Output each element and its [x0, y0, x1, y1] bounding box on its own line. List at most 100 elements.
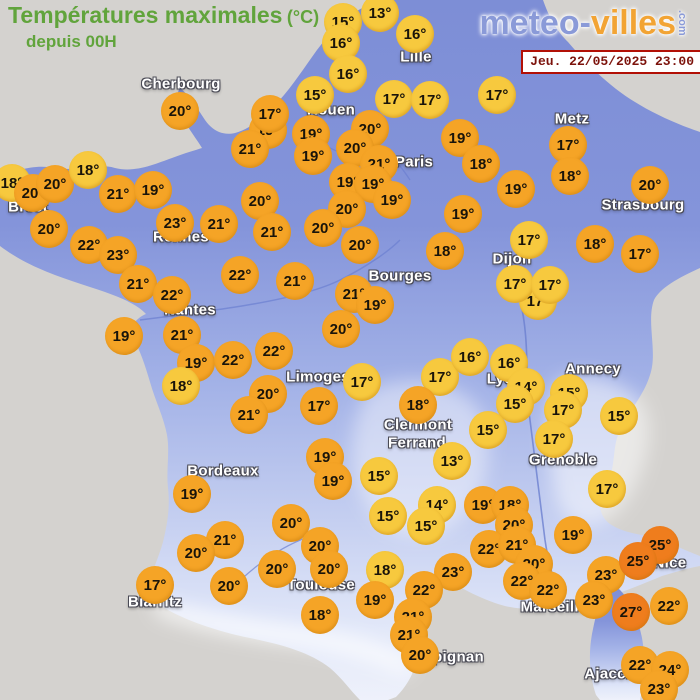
temp-bubble[interactable]: 19°: [441, 119, 479, 157]
temp-bubble[interactable]: 21°: [119, 265, 157, 303]
temp-bubble[interactable]: 21°: [200, 205, 238, 243]
temp-bubble[interactable]: 18°: [551, 157, 589, 195]
temp-bubble[interactable]: 20°: [161, 92, 199, 130]
city-label-bourges[interactable]: Bourges: [368, 267, 432, 285]
temp-bubble[interactable]: 17°: [411, 81, 449, 119]
temp-bubble[interactable]: 18°: [399, 386, 437, 424]
temp-bubble[interactable]: 17°: [531, 266, 569, 304]
temp-bubble[interactable]: 22°: [255, 332, 293, 370]
city-label-metz[interactable]: Metz: [554, 110, 590, 128]
temp-bubble[interactable]: 20°: [258, 550, 296, 588]
temp-bubble[interactable]: 19°: [294, 137, 332, 175]
temp-bubble[interactable]: 16°: [451, 338, 489, 376]
temp-bubble[interactable]: 19°: [356, 286, 394, 324]
temp-bubble[interactable]: 18°: [366, 551, 404, 589]
temp-bubble[interactable]: 15°: [496, 385, 534, 423]
temp-bubble[interactable]: 23°: [575, 581, 613, 619]
temp-bubble[interactable]: 20°: [177, 534, 215, 572]
temp-bubble[interactable]: 22°: [70, 226, 108, 264]
temp-bubble[interactable]: 15°: [296, 76, 334, 114]
temp-bubble[interactable]: 21°: [206, 521, 244, 559]
title-block: Températures maximales (°C) depuis 00H: [8, 2, 319, 52]
city-label-limoges[interactable]: Limoges: [286, 368, 350, 386]
temp-bubble[interactable]: 25°: [619, 542, 657, 580]
logo-suffix: .com: [676, 10, 688, 36]
temp-bubble[interactable]: 19°: [177, 344, 215, 382]
city-label-annecy[interactable]: Annecy: [565, 360, 621, 378]
temp-bubble[interactable]: 17°: [588, 470, 626, 508]
temp-bubble[interactable]: 19°: [356, 581, 394, 619]
temp-bubble[interactable]: 20°: [631, 166, 669, 204]
temp-bubble[interactable]: 20°: [322, 310, 360, 348]
temp-bubble[interactable]: 16°: [329, 55, 367, 93]
temp-bubble[interactable]: 15°: [600, 397, 638, 435]
temp-bubble[interactable]: 21°: [99, 175, 137, 213]
temp-bubble[interactable]: 18°: [69, 151, 107, 189]
temp-bubble[interactable]: 20°: [341, 226, 379, 264]
temp-bubble[interactable]: 18°: [426, 232, 464, 270]
temp-bubble[interactable]: 18°: [162, 367, 200, 405]
temp-bubble[interactable]: 20°: [241, 182, 279, 220]
temp-bubble[interactable]: 19°: [105, 317, 143, 355]
temp-bubble[interactable]: 18°: [576, 225, 614, 263]
meteo-villes-logo[interactable]: meteo- villes .com: [479, 4, 688, 43]
temp-bubble[interactable]: 22°: [650, 587, 688, 625]
temp-bubble[interactable]: 15°: [469, 411, 507, 449]
temp-bubble[interactable]: 16°: [396, 15, 434, 53]
temp-bubble[interactable]: 20°: [310, 550, 348, 588]
temp-bubble[interactable]: 17°: [510, 221, 548, 259]
temp-bubble[interactable]: 15°: [369, 497, 407, 535]
temp-bubble[interactable]: 17°: [535, 420, 573, 458]
temp-bubble[interactable]: 20°: [36, 165, 74, 203]
temp-bubble[interactable]: 21°: [230, 396, 268, 434]
temp-bubble[interactable]: 22°: [221, 256, 259, 294]
temp-bubble[interactable]: 17°: [549, 126, 587, 164]
city-label-ferrand[interactable]: Ferrand: [388, 434, 446, 452]
temp-bubble[interactable]: 15°: [407, 507, 445, 545]
temp-bubble[interactable]: 17°: [136, 566, 174, 604]
temp-bubble[interactable]: 15°: [360, 457, 398, 495]
temp-bubble[interactable]: 19°: [134, 171, 172, 209]
temp-bubble[interactable]: 17°: [375, 80, 413, 118]
temp-bubble[interactable]: 18°: [462, 145, 500, 183]
city-label-lille[interactable]: Lille: [400, 48, 432, 66]
temp-bubble[interactable]: 22°: [214, 341, 252, 379]
temp-bubble[interactable]: 20°: [30, 210, 68, 248]
temp-bubble[interactable]: 20°: [304, 209, 342, 247]
city-label-cherbourg[interactable]: Cherbourg: [141, 75, 221, 93]
river-loire: [139, 239, 401, 321]
city-label-bordeaux[interactable]: Bordeaux: [187, 462, 259, 480]
city-label-clermont[interactable]: Clermont: [383, 416, 453, 434]
temp-bubble[interactable]: 21°: [276, 262, 314, 300]
temp-bubble[interactable]: 17°: [343, 363, 381, 401]
temp-bubble[interactable]: 17°: [478, 76, 516, 114]
temp-bubble[interactable]: 22°: [529, 571, 567, 609]
temp-bubble[interactable]: 22°: [153, 276, 191, 314]
temp-bubble[interactable]: 20°: [401, 636, 439, 674]
logo-part-orange: villes: [590, 4, 676, 42]
temp-bubble[interactable]: 17°: [251, 95, 289, 133]
city-label-strasbourg[interactable]: Strasbourg: [601, 196, 685, 214]
temp-bubble[interactable]: 19°: [173, 475, 211, 513]
temp-bubble[interactable]: 23°: [434, 553, 472, 591]
temp-bubble[interactable]: 23°: [156, 204, 194, 242]
temp-bubble[interactable]: 19°: [314, 462, 352, 500]
temp-bubble[interactable]: 13°: [433, 442, 471, 480]
temp-bubble[interactable]: 19°: [444, 195, 482, 233]
temp-bubble[interactable]: 20°: [249, 375, 287, 413]
temp-bubble[interactable]: 18°: [301, 596, 339, 634]
temp-bubble[interactable]: 19°: [497, 170, 535, 208]
temp-bubble[interactable]: 23°: [640, 670, 678, 700]
temp-bubble[interactable]: 27°: [612, 593, 650, 631]
temp-bubble[interactable]: 20°: [210, 567, 248, 605]
temp-bubble[interactable]: 17°: [621, 235, 659, 273]
city-label-paris[interactable]: Paris: [394, 153, 434, 171]
temp-bubble[interactable]: 21°: [231, 130, 269, 168]
temp-bubble[interactable]: 17°: [300, 387, 338, 425]
temp-bubble[interactable]: 17°: [496, 265, 534, 303]
temp-bubble[interactable]: 19°: [373, 181, 411, 219]
temp-bubble[interactable]: 13°: [361, 0, 399, 32]
temp-bubble[interactable]: 21°: [253, 213, 291, 251]
temp-bubble[interactable]: 19°: [554, 516, 592, 554]
